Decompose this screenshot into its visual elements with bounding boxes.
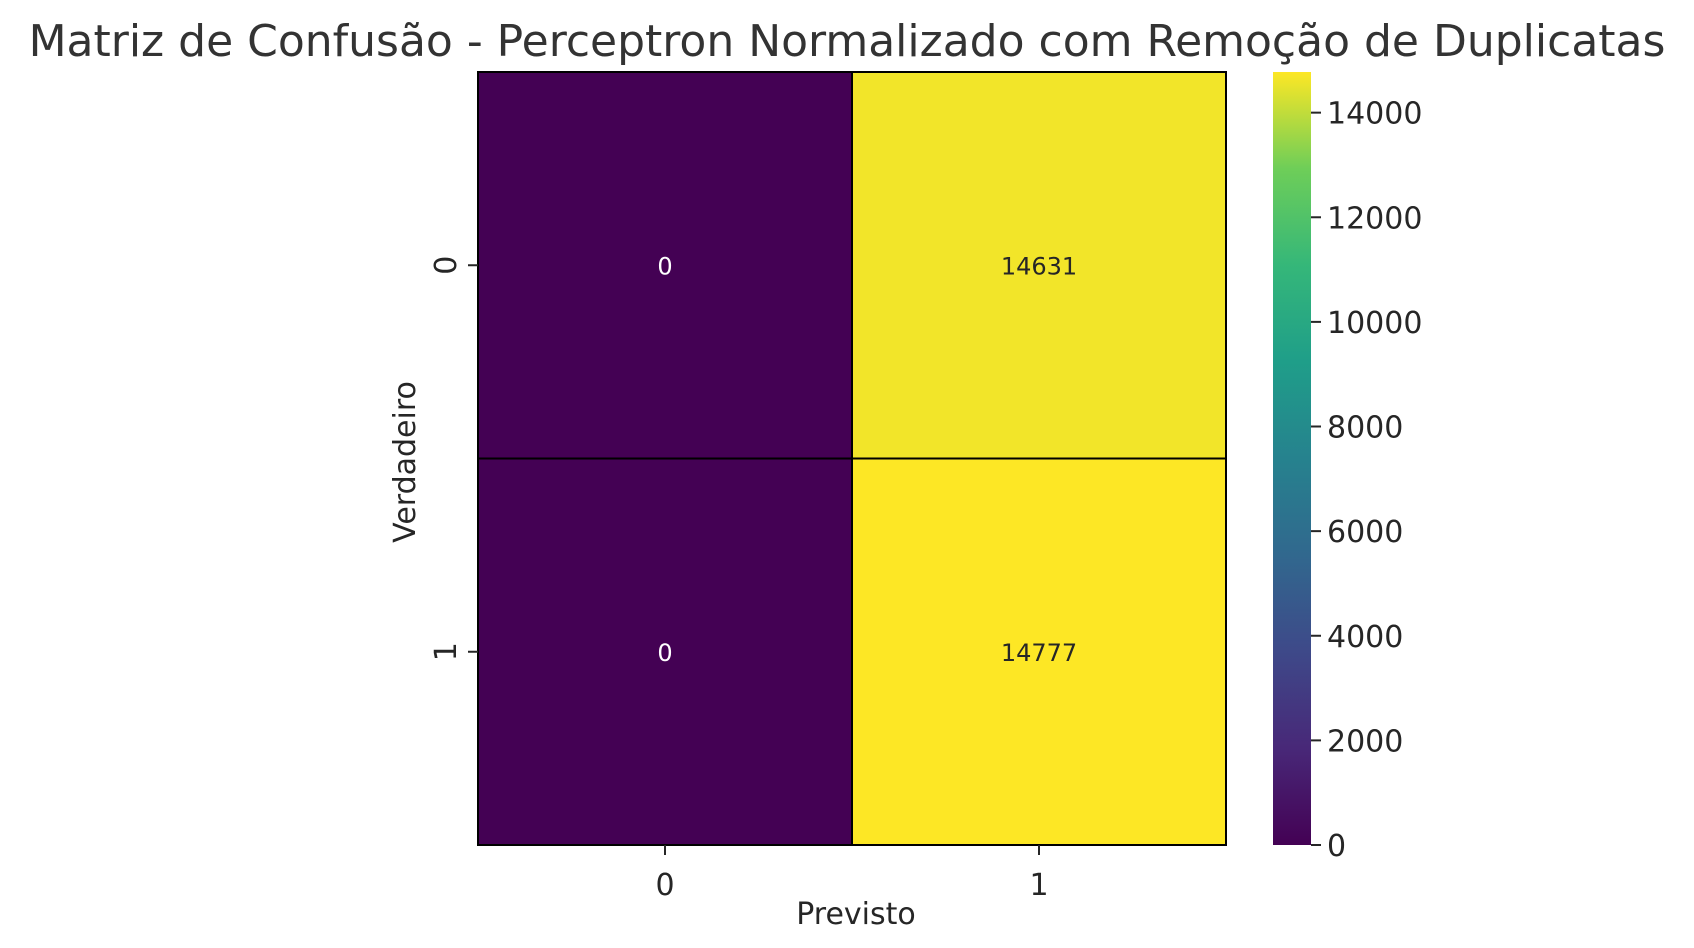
cell-value-label-1-1: 14777 (1001, 639, 1077, 667)
heatmap-cells: 0 14631 0 14777 (477, 71, 1227, 846)
colorbar-tick-label-6: 12000 (1327, 201, 1422, 236)
heatmap-cell-1-1 (851, 457, 1227, 846)
colorbar-tick-label-5: 10000 (1327, 306, 1422, 341)
colorbar (1273, 72, 1311, 845)
y-axis-label: Verdadeiro (388, 381, 423, 543)
colorbar-tick-label-2: 4000 (1327, 620, 1403, 655)
y-tick-label-0: 0 (429, 256, 464, 275)
colorbar-ticks: 0 2000 4000 6000 8000 10000 12000 14000 (1311, 97, 1422, 864)
chart-title: Matriz de Confusão - Perceptron Normaliz… (29, 16, 1666, 67)
colorbar-tick-label-4: 8000 (1327, 411, 1403, 446)
heatmap-cell-1-0 (477, 457, 853, 846)
cell-value-label-0-0: 0 (657, 252, 672, 280)
colorbar-tick-label-7: 14000 (1327, 97, 1422, 132)
colorbar-tick-label-1: 2000 (1327, 724, 1403, 759)
heatmap-cell-0-1 (851, 71, 1227, 460)
cell-value-label-1-0: 0 (657, 639, 672, 667)
y-axis: 01 (429, 256, 478, 661)
colorbar-tick-label-3: 6000 (1327, 515, 1403, 550)
heatmap-cell-0-0 (477, 71, 853, 460)
cell-value-label-0-1: 14631 (1001, 252, 1077, 280)
colorbar-tick-label-0: 0 (1327, 829, 1346, 864)
x-tick-label-0: 0 (655, 868, 674, 903)
x-axis-label: Previsto (796, 897, 916, 932)
y-tick-label-1: 1 (429, 642, 464, 661)
x-tick-label-1: 1 (1029, 868, 1048, 903)
